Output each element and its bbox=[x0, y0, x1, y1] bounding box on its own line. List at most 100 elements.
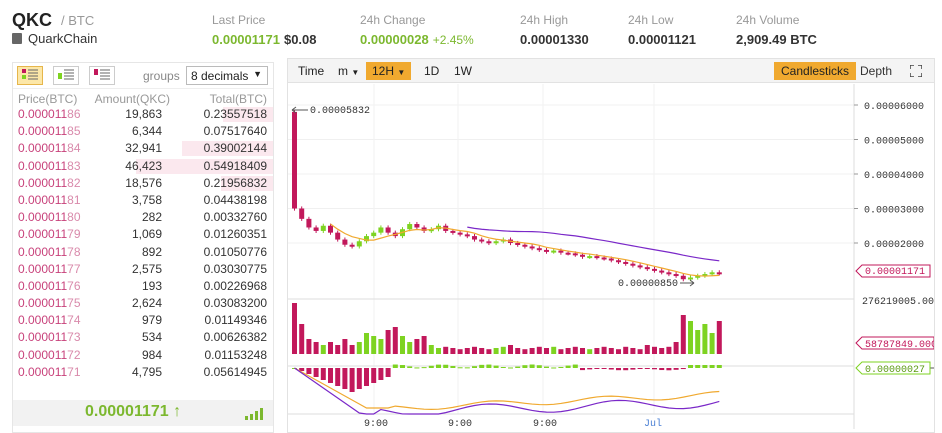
macd-bar bbox=[637, 368, 643, 369]
order-row[interactable]: 0.00001171 4,795 0.05614945 bbox=[13, 364, 273, 381]
volume-bar bbox=[400, 336, 405, 354]
volume-bar bbox=[486, 349, 492, 354]
candle-body bbox=[659, 270, 665, 273]
volume-bar bbox=[544, 348, 549, 354]
macd-bar bbox=[385, 368, 391, 377]
volume-bar bbox=[522, 349, 528, 354]
time-axis-label: 9:00 bbox=[364, 419, 388, 430]
order-price: 0.00001180 bbox=[18, 210, 81, 225]
volume-bar bbox=[392, 327, 398, 354]
view-sell-orders-button[interactable] bbox=[89, 66, 115, 85]
price-axis-label: 0.00002000 bbox=[864, 240, 924, 251]
order-total: 0.00626382 bbox=[203, 330, 267, 345]
candlesticks-tab[interactable]: Candlesticks bbox=[774, 62, 857, 80]
volume-bar bbox=[508, 345, 513, 354]
order-total: 0.00332760 bbox=[203, 210, 267, 225]
volume-bar bbox=[306, 339, 312, 354]
order-row[interactable]: 0.00001177 2,575 0.03030775 bbox=[13, 261, 273, 278]
stat-label: 24h Change bbox=[360, 13, 426, 27]
candle-body bbox=[558, 250, 564, 253]
candle-body bbox=[616, 260, 621, 263]
volume-bar bbox=[565, 348, 571, 354]
volume-bar bbox=[637, 349, 643, 354]
precision-select[interactable]: 8 decimals ▼ bbox=[186, 66, 268, 85]
candle-body bbox=[299, 208, 305, 219]
order-row[interactable]: 0.00001176 193 0.00226968 bbox=[13, 278, 273, 295]
ma7-line bbox=[330, 223, 720, 277]
stat-value: 0.00000028 bbox=[360, 32, 429, 47]
macd-bar bbox=[601, 368, 607, 369]
chart-toolbar: Time m ▼ 12H ▼ 1D 1W Candlesticks Depth bbox=[288, 59, 934, 83]
view-all-orders-button[interactable] bbox=[17, 66, 43, 85]
candle-body bbox=[342, 239, 348, 245]
price-up-arrow-icon: ↑ bbox=[173, 403, 182, 420]
macd-bar bbox=[688, 365, 693, 368]
macd-bar bbox=[335, 368, 341, 386]
stat-label: 24h Volume bbox=[736, 13, 800, 27]
order-row[interactable]: 0.00001182 18,576 0.21956832 bbox=[13, 175, 273, 192]
order-row[interactable]: 0.00001183 46,423 0.54918409 bbox=[13, 158, 273, 175]
macd-bar bbox=[644, 368, 650, 369]
candle-body bbox=[666, 272, 672, 275]
volume-bar bbox=[666, 346, 672, 354]
order-row[interactable]: 0.00001172 984 0.01153248 bbox=[13, 347, 273, 364]
macd-bar bbox=[508, 367, 513, 369]
price-axis-label: 0.00005000 bbox=[864, 137, 924, 148]
volume-bar bbox=[616, 349, 621, 354]
fullscreen-icon[interactable] bbox=[910, 65, 922, 77]
macd-bar bbox=[652, 368, 657, 370]
order-price: 0.00001175 bbox=[18, 296, 81, 311]
stat-24h-change: 24h Change 0.00000028 +2.45% bbox=[360, 13, 474, 47]
hour-interval-dropdown[interactable]: 12H ▼ bbox=[366, 62, 412, 80]
groups-label: groups bbox=[143, 69, 180, 83]
candle-body bbox=[450, 230, 456, 233]
macd-bar bbox=[587, 368, 593, 370]
macd-bar bbox=[450, 366, 456, 368]
candle-body bbox=[688, 277, 693, 280]
order-book-header: Price(BTC) Amount(QKC) Total(BTC) bbox=[13, 89, 273, 106]
order-row[interactable]: 0.00001181 3,758 0.04438198 bbox=[13, 192, 273, 209]
interval-1w-button[interactable]: 1W bbox=[454, 64, 472, 78]
macd-bar bbox=[320, 368, 326, 380]
candle-body bbox=[371, 232, 377, 237]
macd-bar bbox=[392, 364, 398, 368]
macd-bar bbox=[457, 367, 463, 369]
macd-bar bbox=[659, 368, 665, 371]
coin-name-label: QuarkChain bbox=[28, 31, 98, 46]
volume-bar bbox=[688, 321, 693, 354]
order-row[interactable]: 0.00001173 534 0.00626382 bbox=[13, 329, 273, 346]
order-row[interactable]: 0.00001180 282 0.00332760 bbox=[13, 209, 273, 226]
order-row[interactable]: 0.00001175 2,624 0.03083200 bbox=[13, 295, 273, 312]
view-buy-orders-button[interactable] bbox=[53, 66, 79, 85]
candle-body bbox=[702, 274, 708, 277]
time-button[interactable]: Time bbox=[298, 64, 325, 78]
order-row[interactable]: 0.00001179 1,069 0.01260351 bbox=[13, 226, 273, 243]
macd-bar bbox=[565, 365, 571, 368]
order-row[interactable]: 0.00001184 32,941 0.39002144 bbox=[13, 140, 273, 157]
macd-bar bbox=[572, 364, 578, 368]
quote-currency: / BTC bbox=[61, 13, 95, 28]
order-row[interactable]: 0.00001178 892 0.01050776 bbox=[13, 244, 273, 261]
order-row[interactable]: 0.00001174 979 0.01149346 bbox=[13, 312, 273, 329]
candle-body bbox=[601, 257, 607, 260]
volume-bar bbox=[536, 346, 542, 354]
macd-bar bbox=[594, 368, 600, 369]
volume-bar bbox=[673, 342, 679, 354]
candle-body bbox=[551, 250, 557, 253]
candlestick-chart[interactable]: 0.00006000 0.00005000 0.00004000 0.00003000… bbox=[288, 84, 934, 433]
order-row[interactable]: 0.00001186 19,863 0.23557518 bbox=[13, 106, 273, 123]
volume-bar bbox=[623, 346, 629, 354]
minute-interval-dropdown[interactable]: m ▼ bbox=[332, 62, 365, 80]
volume-bar bbox=[479, 348, 485, 354]
depth-tab[interactable]: Depth bbox=[860, 64, 893, 78]
coin-name[interactable]: QuarkChain bbox=[12, 31, 97, 46]
candle-body bbox=[378, 227, 384, 233]
macd-bar bbox=[515, 366, 521, 368]
macd-bar bbox=[356, 368, 362, 389]
candle-body bbox=[644, 267, 650, 270]
interval-1d-button[interactable]: 1D bbox=[424, 64, 440, 78]
macd-tag-value: 0.00000027 bbox=[865, 365, 925, 376]
order-row[interactable]: 0.00001185 6,344 0.07517640 bbox=[13, 123, 273, 140]
volume-bar bbox=[356, 342, 362, 354]
stat-value: 0.00001171 bbox=[212, 32, 280, 47]
